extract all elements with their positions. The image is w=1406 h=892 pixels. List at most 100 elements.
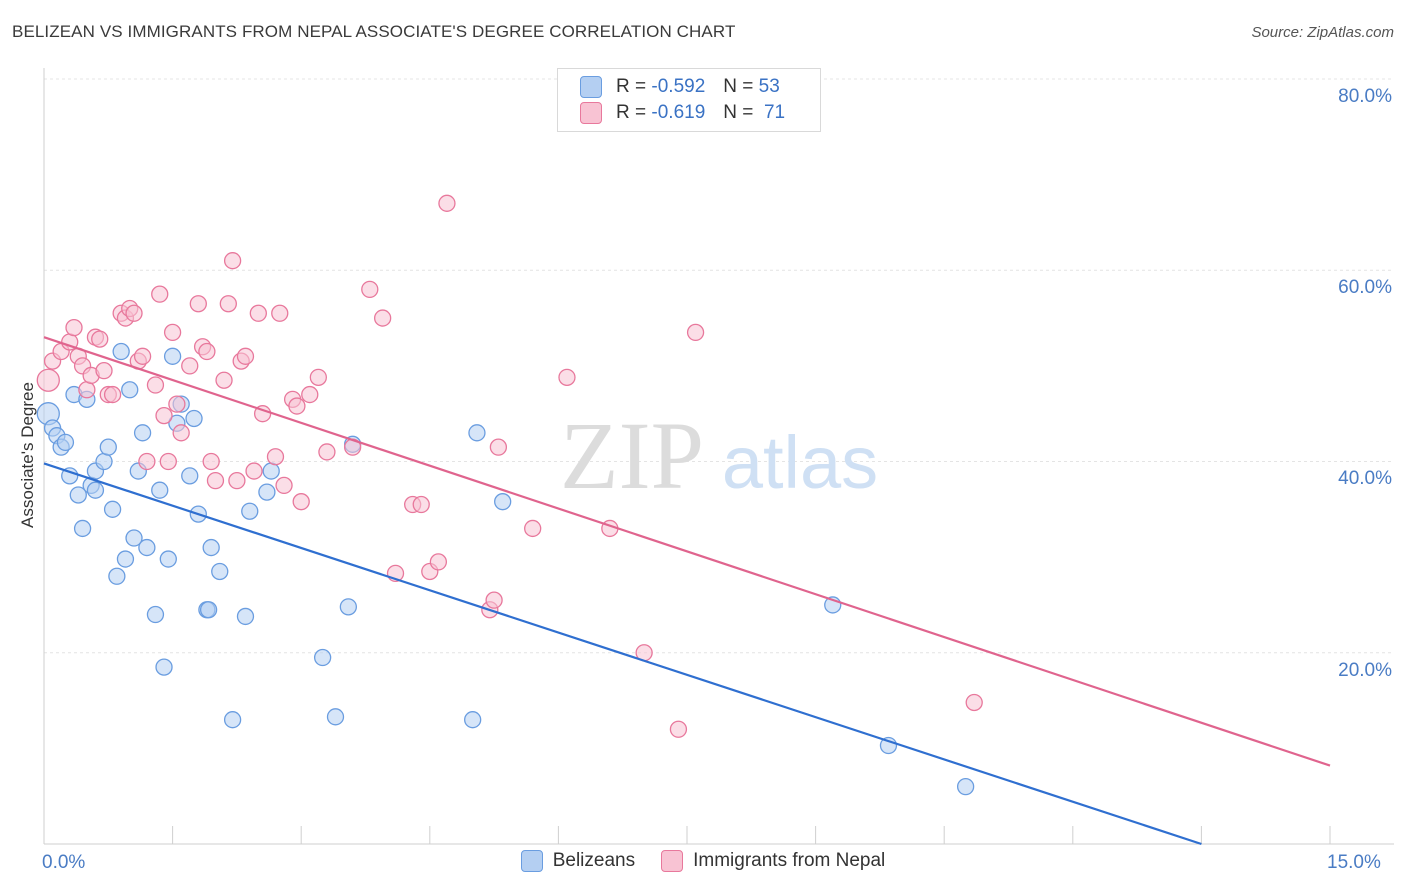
point-nepal [266, 448, 285, 466]
chart-title: BELIZEAN VS IMMIGRANTS FROM NEPAL ASSOCI… [12, 22, 736, 41]
point-nepal [429, 553, 448, 571]
point-nepal [361, 280, 379, 299]
point-belizean [326, 708, 345, 726]
x-tick-label-min: 0.0% [42, 852, 86, 873]
point-belizean [155, 658, 173, 676]
y-tick-label: 60.0% [1338, 277, 1392, 298]
point-belizean [112, 342, 130, 361]
point-belizean [339, 598, 358, 616]
point-belizean [236, 607, 255, 626]
point-nepal [686, 323, 705, 342]
r-value: -0.592 [651, 76, 706, 97]
point-belizean [125, 529, 143, 547]
point-nepal [138, 452, 156, 471]
point-nepal [133, 347, 152, 365]
legend-swatch-belizeans [520, 850, 543, 872]
n-label: N = [723, 102, 754, 123]
point-nepal [318, 443, 336, 461]
stats-row-belizeans: R = -0.592 N = 53 [580, 74, 780, 100]
point-nepal [412, 495, 430, 514]
point-belizean [956, 777, 975, 796]
legend: Belizeans Immigrants from Nepal [0, 850, 1406, 872]
point-nepal [198, 342, 216, 361]
point-nepal [125, 304, 143, 322]
point-belizean [56, 433, 75, 452]
point-nepal [155, 406, 173, 425]
n-value: 71 [763, 102, 786, 123]
point-nepal [202, 452, 220, 471]
point-belizean [99, 438, 117, 456]
legend-item-nepal[interactable]: Immigrants from Nepal [661, 850, 885, 872]
point-belizean [146, 605, 165, 624]
point-nepal [373, 309, 392, 327]
point-belizean [258, 483, 276, 501]
point-belizean [211, 562, 229, 581]
point-belizean [163, 347, 182, 365]
point-belizean [103, 500, 122, 518]
point-belizean [73, 519, 92, 538]
point-belizean [61, 467, 79, 485]
y-tick-label: 80.0% [1338, 86, 1392, 107]
point-nepal [558, 368, 576, 387]
point-nepal [524, 519, 542, 538]
point-belizean [223, 711, 242, 729]
point-nepal [163, 323, 182, 342]
point-nepal [95, 362, 113, 380]
point-nepal [65, 318, 83, 337]
r-value: -0.619 [651, 102, 706, 123]
point-nepal [489, 438, 508, 456]
point-belizean [468, 424, 486, 442]
point-nepal [146, 376, 165, 394]
axes [43, 68, 1394, 845]
point-belizean [241, 502, 259, 520]
point-nepal [275, 476, 293, 495]
point-belizean [494, 493, 512, 511]
point-belizean [69, 486, 87, 504]
point-nepal [223, 252, 242, 270]
point-belizean [121, 381, 139, 399]
point-nepal [91, 330, 109, 348]
point-nepal [309, 368, 327, 387]
point-nepal [151, 285, 169, 303]
stats-swatch-nepal [580, 102, 602, 124]
point-nepal [172, 424, 190, 442]
point-belizean [95, 452, 113, 471]
legend-swatch-nepal [661, 850, 684, 872]
y-tick-label: 40.0% [1338, 468, 1392, 489]
point-nepal [78, 381, 96, 399]
stats-swatch-belizeans [580, 76, 602, 98]
point-belizean [116, 550, 135, 568]
point-nepal [271, 304, 289, 322]
stats-row-nepal: R = -0.619 N = 71 [580, 100, 785, 126]
n-label: N = [723, 76, 754, 97]
point-belizean [159, 550, 177, 568]
watermark-zip: ZIP [560, 402, 704, 509]
point-nepal [288, 397, 306, 415]
point-nepal [301, 385, 319, 404]
legend-item-belizeans[interactable]: Belizeans [520, 850, 636, 872]
point-nepal [228, 471, 246, 490]
r-label: R = [616, 102, 647, 123]
point-nepal [245, 462, 263, 480]
point-belizean [108, 567, 126, 585]
point-nepal [669, 720, 688, 738]
legend-label-belizeans: Belizeans [552, 850, 636, 871]
y-tick-label: 20.0% [1338, 660, 1392, 681]
point-belizean [151, 481, 169, 499]
point-nepal [189, 295, 207, 313]
point-belizean [86, 481, 105, 499]
point-nepal [103, 385, 122, 404]
n-value: 53 [758, 76, 780, 97]
point-nepal [965, 693, 983, 712]
point-belizean [133, 424, 152, 442]
point-nepal [438, 194, 456, 212]
watermark: ZIP atlas [560, 402, 878, 509]
point-nepal [236, 347, 255, 365]
point-belizean [202, 538, 220, 557]
trend-lines [43, 336, 1331, 846]
point-nepal [181, 357, 199, 375]
point-belizean [199, 601, 218, 619]
point-nepal [168, 395, 186, 413]
point-nepal [249, 304, 267, 322]
